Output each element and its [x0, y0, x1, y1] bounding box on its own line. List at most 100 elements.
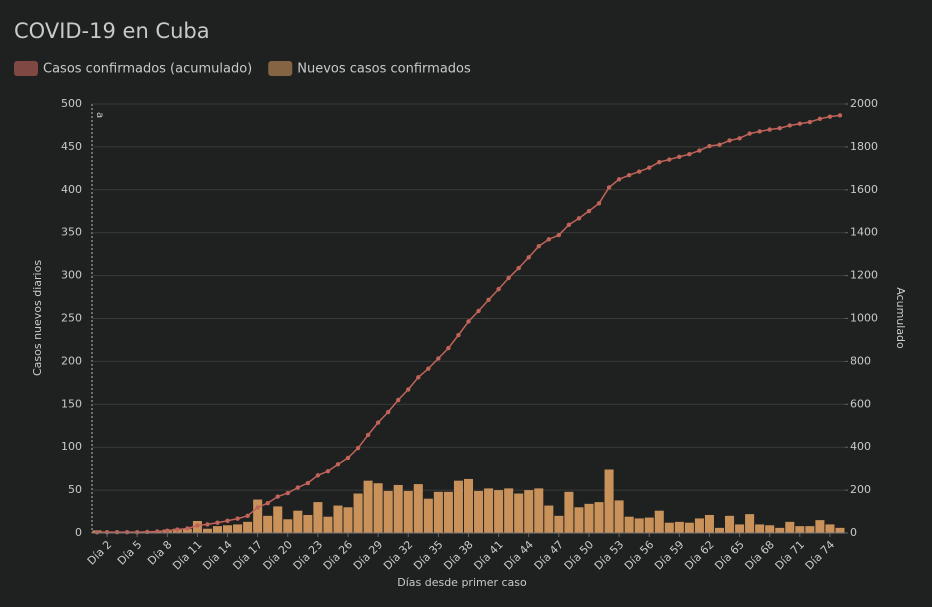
point — [165, 528, 170, 533]
point — [345, 455, 351, 461]
point — [385, 409, 391, 415]
point — [215, 520, 220, 525]
point — [104, 529, 110, 535]
point — [506, 275, 511, 281]
x-tick-label: Día 47 — [532, 538, 566, 572]
bar — [253, 499, 263, 533]
x-tick-label: Día 56 — [622, 538, 656, 572]
point — [757, 129, 762, 134]
y-tick-label: 350 — [61, 226, 82, 239]
x-tick-label: Día 53 — [592, 538, 626, 572]
x-tick-label: Día 59 — [652, 538, 686, 572]
legend-swatch — [14, 61, 38, 76]
x-tick-label: Día 2 — [85, 538, 115, 568]
point — [305, 480, 311, 486]
bar — [504, 488, 514, 533]
y2-tick-label: 600 — [850, 397, 871, 410]
point — [596, 201, 602, 206]
x-tick-label: Día 68 — [742, 538, 776, 572]
point — [406, 387, 411, 392]
point — [205, 522, 210, 527]
point — [476, 308, 481, 314]
bar — [443, 491, 453, 533]
bar — [735, 524, 745, 533]
bar — [363, 480, 373, 533]
bar — [644, 517, 654, 533]
point — [687, 151, 692, 157]
bar — [353, 493, 363, 533]
y2-tick-label: 400 — [850, 440, 871, 453]
point — [255, 505, 260, 510]
x-tick-label: Día 50 — [562, 538, 596, 572]
bar — [654, 510, 664, 533]
bar — [223, 525, 233, 533]
bar — [283, 519, 293, 533]
y2-tick-label: 1400 — [850, 226, 878, 239]
y2-axis-title: Acumulado — [894, 287, 907, 349]
y2-tick-label: 1000 — [850, 312, 878, 325]
bar — [343, 507, 353, 533]
y-tick-label: 400 — [61, 183, 82, 196]
bar — [815, 520, 825, 533]
chart-title: COVID-19 en Cuba — [14, 19, 210, 43]
point — [576, 216, 582, 221]
point — [416, 375, 421, 380]
point — [727, 138, 732, 143]
point — [325, 469, 331, 474]
bar — [584, 503, 594, 533]
point — [335, 462, 341, 467]
point — [586, 208, 592, 214]
point — [225, 518, 230, 523]
bar — [544, 505, 554, 533]
y2-tick-label: 0 — [850, 526, 857, 539]
point — [175, 527, 180, 532]
y2-tick-label: 1600 — [850, 183, 878, 196]
point — [496, 286, 501, 292]
point — [626, 173, 632, 178]
bar — [393, 484, 403, 533]
y-tick-label: 500 — [61, 97, 82, 110]
bar — [514, 493, 524, 533]
y-tick-label: 300 — [61, 269, 82, 282]
point — [647, 165, 652, 170]
point — [797, 121, 803, 126]
point — [466, 319, 471, 324]
bar — [383, 490, 393, 533]
bar — [725, 515, 735, 533]
y-tick-label: 50 — [68, 483, 82, 496]
x-tick-label: Día 38 — [441, 538, 475, 572]
bar — [765, 525, 775, 533]
bar — [313, 502, 323, 533]
x-tick-label: Día 74 — [803, 538, 837, 572]
bar — [273, 506, 283, 533]
point — [355, 445, 361, 451]
y-tick-label: 150 — [61, 397, 82, 410]
bar — [664, 522, 674, 533]
bar — [494, 490, 504, 533]
point — [556, 232, 562, 238]
x-tick-label: Día 32 — [381, 538, 415, 572]
annotation: a — [94, 112, 105, 118]
bar — [423, 498, 433, 533]
bar — [785, 521, 795, 533]
bar — [634, 518, 644, 533]
point — [606, 185, 612, 190]
point — [486, 297, 491, 303]
point — [636, 169, 642, 174]
bar — [594, 502, 604, 533]
bar — [453, 480, 463, 533]
point — [657, 159, 662, 165]
bar — [554, 515, 564, 533]
point — [285, 490, 290, 496]
bar — [373, 483, 383, 533]
bar — [825, 524, 835, 533]
bar — [614, 500, 624, 533]
point — [426, 366, 431, 371]
bar — [775, 527, 785, 533]
bar — [233, 524, 243, 533]
y2-tick-label: 1200 — [850, 269, 878, 282]
y-tick-label: 100 — [61, 440, 82, 453]
point — [365, 432, 371, 438]
